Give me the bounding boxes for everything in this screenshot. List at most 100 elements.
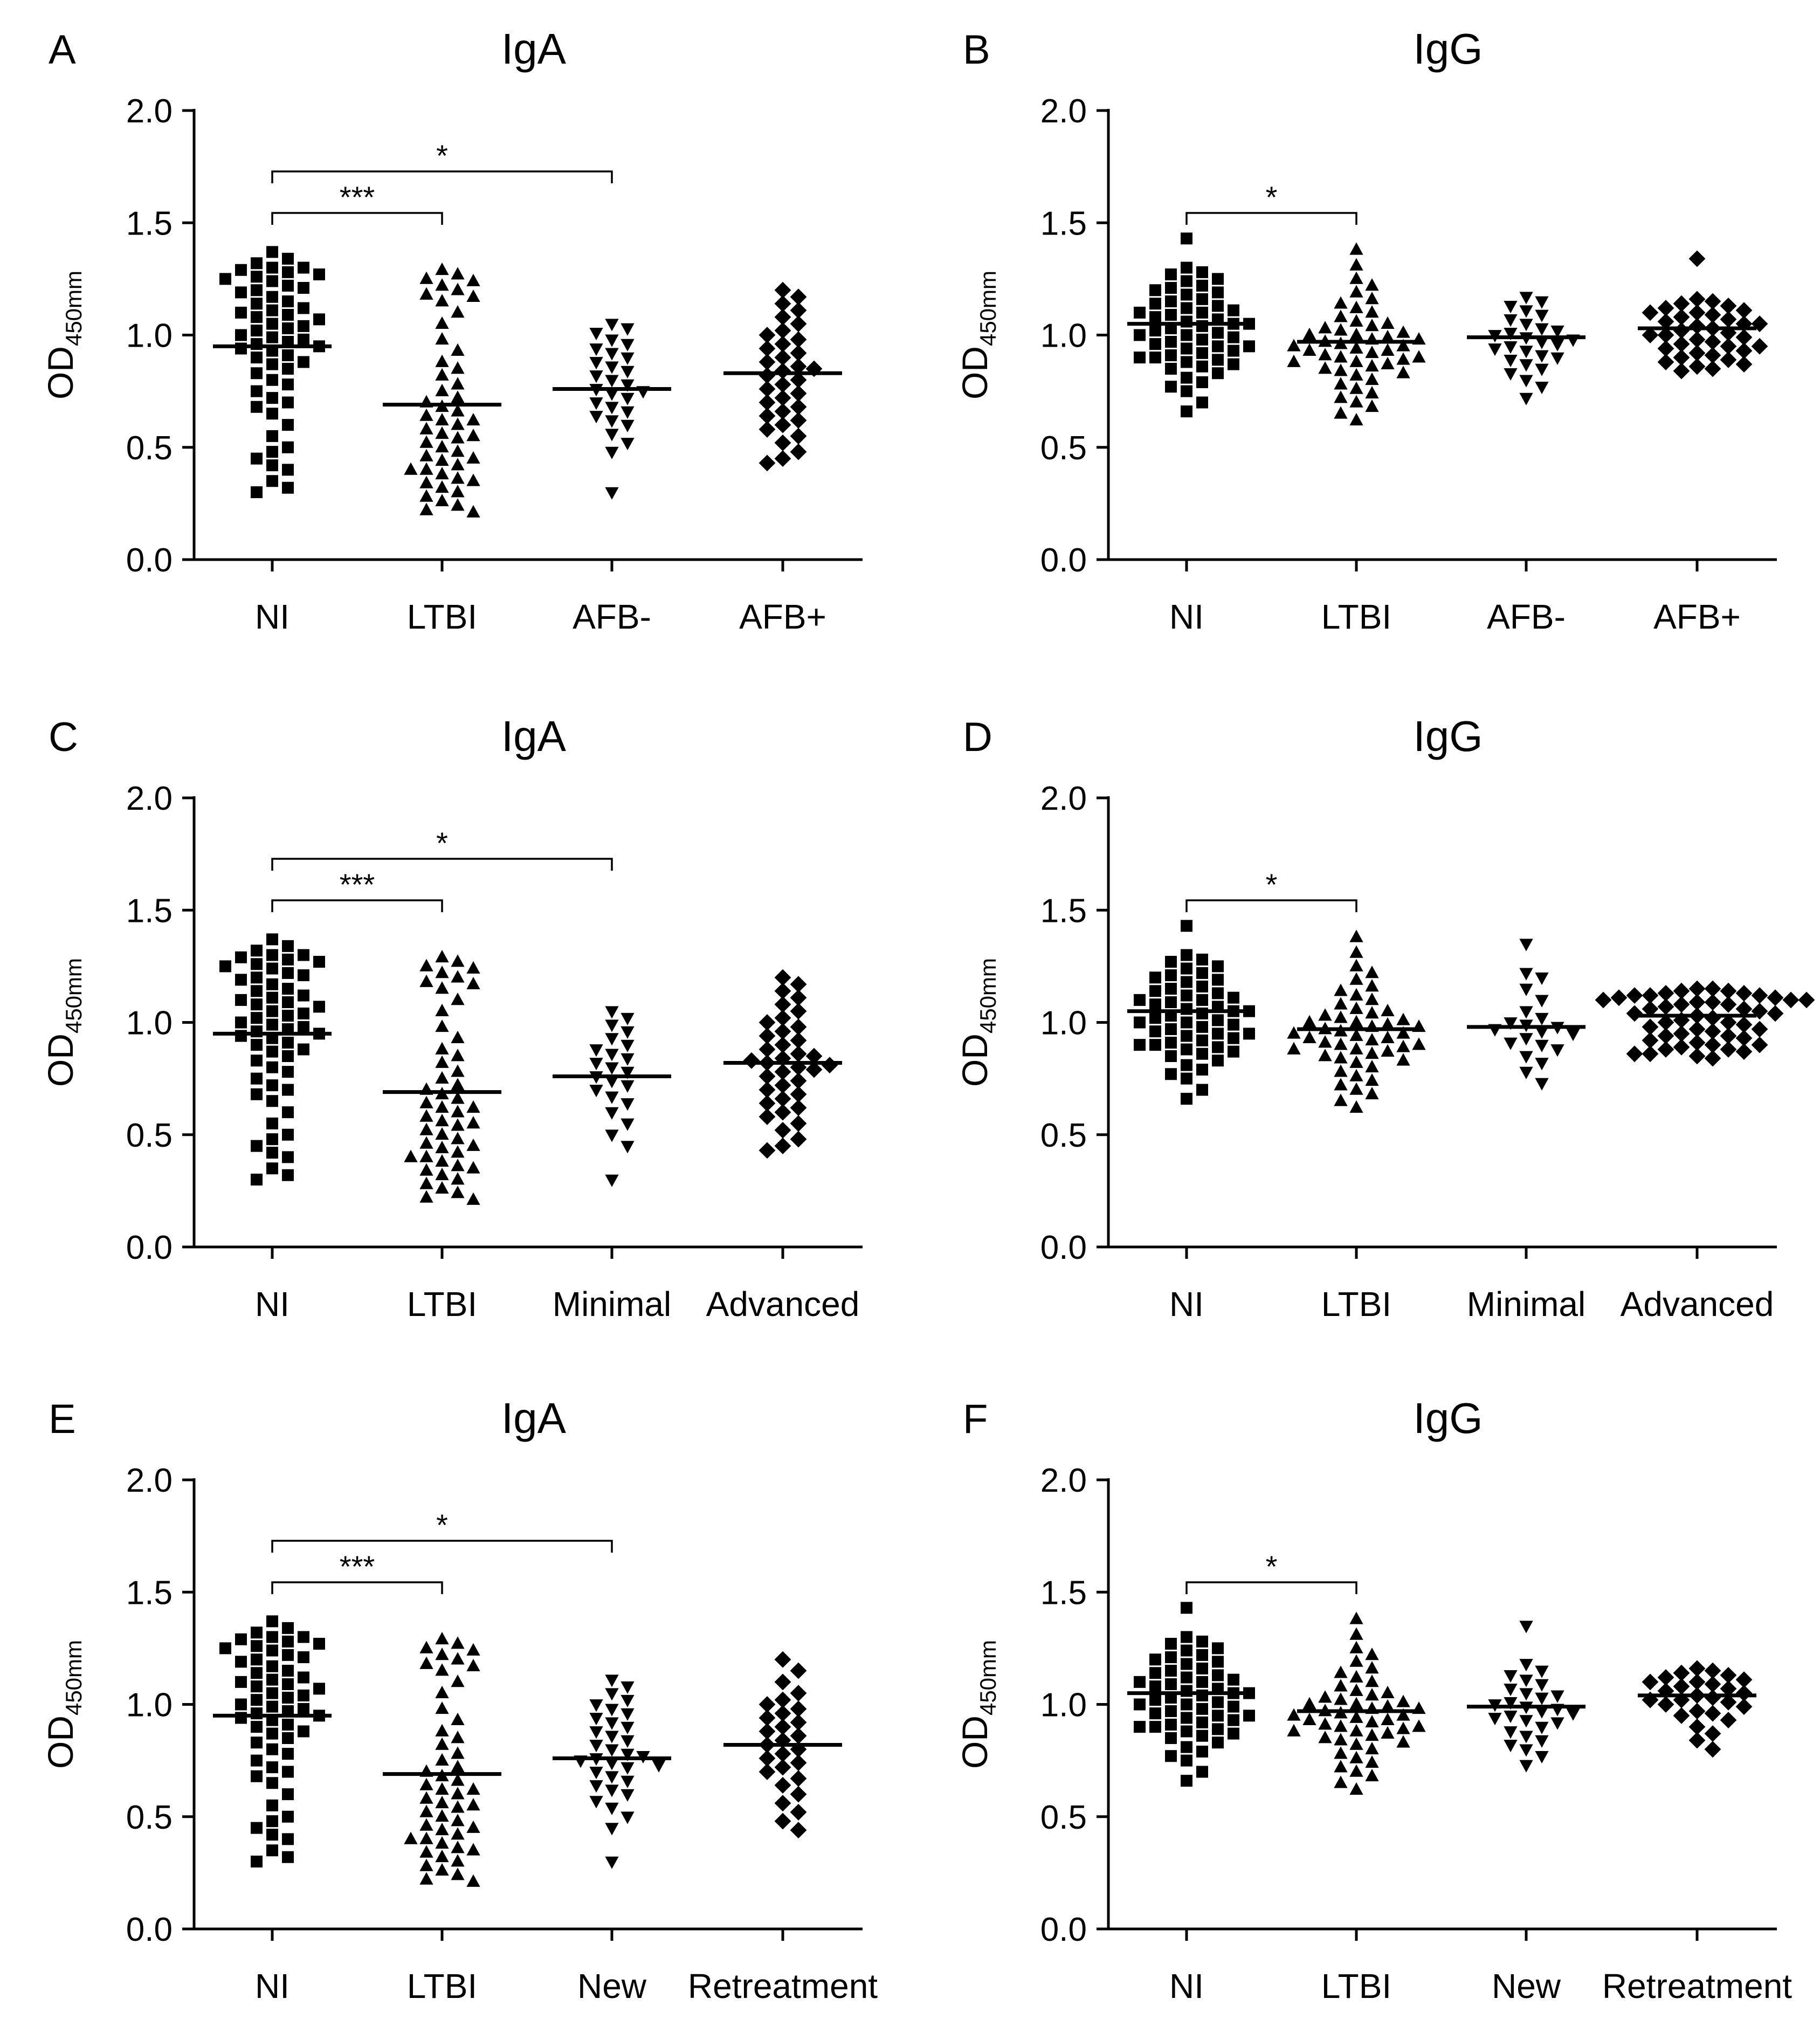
data-point [1228,1018,1239,1031]
data-point [451,361,465,374]
data-point [219,273,231,285]
data-point [266,962,278,975]
data-point [774,1063,791,1080]
data-point [1767,989,1784,1007]
x-tick-label: LTBI [407,597,477,636]
data-point [1365,1755,1379,1768]
data-point [1365,386,1379,399]
data-point [1165,1750,1177,1762]
data-point [1212,354,1224,366]
data-point [251,284,263,297]
data-point [1165,1651,1177,1664]
data-point [1287,339,1301,352]
data-point [1396,1026,1410,1039]
data-point [589,370,603,383]
data-point [1334,406,1348,419]
data-point [282,1084,294,1096]
data-point [1657,327,1674,343]
data-point [1535,309,1549,322]
x-tick-label: LTBI [407,1967,477,2005]
data-point [1519,983,1533,996]
data-point [1149,1721,1161,1733]
data-point [1181,385,1192,397]
data-point [1504,341,1518,354]
data-point [1165,1665,1177,1677]
data-point [435,1737,449,1750]
data-point [621,352,635,365]
data-point [419,974,433,987]
x-tick-label: LTBI [407,1285,477,1324]
data-point [266,475,278,487]
data-point [589,1713,603,1726]
data-point [435,413,449,426]
data-point [1134,329,1146,341]
data-point [1181,1644,1192,1657]
data-point [1349,1611,1363,1624]
data-point [1212,960,1224,973]
data-point [266,1045,278,1058]
data-point [1181,1712,1192,1724]
data-point [1504,368,1518,381]
data-point [251,998,263,1011]
data-point [1212,273,1224,285]
x-tick-label: NI [255,1285,289,1324]
data-point [1365,1046,1379,1059]
y-tick-label: 1.0 [126,318,173,355]
y-tick-label: 0.0 [1040,542,1087,579]
data-point [266,1018,278,1031]
data-point [1519,1621,1533,1634]
data-point [466,1192,480,1205]
series-ltbi [1287,1611,1426,1795]
data-point [1212,327,1224,339]
data-point [451,1105,465,1118]
y-tick-label: 0.0 [126,1229,173,1266]
x-tick-label: New [1492,1967,1561,2005]
data-point [1334,1051,1348,1064]
y-axis-label: OD450mm [40,958,86,1087]
data-point [451,954,465,967]
data-point [790,1115,807,1132]
data-point [298,1043,309,1056]
data-point [419,1872,433,1885]
data-point [1504,1670,1518,1683]
data-point [235,974,247,986]
data-point [790,1770,807,1787]
data-point [1318,1690,1332,1703]
data-point [1626,1045,1643,1063]
data-point [605,1674,619,1687]
data-point [1720,1014,1737,1031]
data-point [1396,1735,1410,1748]
data-point [1196,376,1208,388]
data-point [1243,318,1255,330]
data-point [1657,313,1674,330]
data-point [1287,1042,1301,1055]
y-tick-label: 0.5 [126,1799,173,1836]
data-point [1334,309,1348,322]
data-point [451,282,465,295]
data-point [313,956,325,968]
data-point [1181,405,1192,418]
data-point [1165,309,1177,321]
data-point [1657,1014,1674,1031]
data-point [605,1076,619,1088]
data-point [1181,1043,1192,1056]
data-point [266,1743,278,1755]
data-point [774,1673,791,1691]
data-point [1349,1042,1363,1055]
data-point [1704,1705,1721,1722]
data-point [1381,1030,1395,1044]
data-point [790,288,807,306]
data-point [1228,1045,1239,1058]
y-tick-label: 0.5 [1040,1799,1087,1836]
data-point [282,1128,294,1141]
data-point [1212,340,1224,353]
data-point [1212,974,1224,986]
data-point [251,1694,263,1706]
data-point [451,431,465,444]
data-point [1550,1690,1564,1703]
data-point [1673,335,1690,353]
data-point [774,335,791,353]
data-point [266,430,278,442]
data-point [621,1012,635,1025]
data-point [1334,390,1348,403]
